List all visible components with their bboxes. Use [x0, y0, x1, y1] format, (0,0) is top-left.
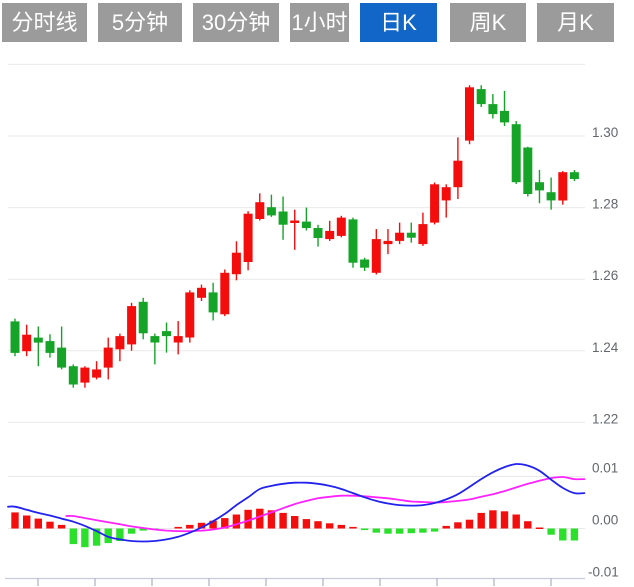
tab-monthly-k[interactable]: 月K	[537, 3, 614, 42]
macd-dif-dea-lines	[7, 463, 586, 543]
svg-text:1.24: 1.24	[592, 340, 619, 355]
macd-histogram	[11, 508, 579, 548]
macd-axis-labels: 0.01 0.00 -0.01	[588, 461, 619, 580]
svg-text:-0.01: -0.01	[588, 565, 619, 580]
tab-minute-line[interactable]: 分时线	[2, 3, 87, 42]
candlesticks	[10, 85, 579, 388]
tab-weekly-k[interactable]: 周K	[450, 3, 526, 42]
tab-1hour[interactable]: 1小时	[290, 3, 349, 42]
svg-text:1.30: 1.30	[592, 125, 618, 140]
svg-text:1.28: 1.28	[592, 197, 618, 212]
svg-text:1.26: 1.26	[592, 268, 618, 283]
tab-5min[interactable]: 5分钟	[98, 3, 182, 42]
time-axis	[5, 577, 585, 586]
svg-text:1.22: 1.22	[592, 411, 618, 426]
tab-30min[interactable]: 30分钟	[193, 3, 279, 42]
svg-text:0.00: 0.00	[592, 513, 618, 528]
svg-text:0.01: 0.01	[592, 461, 618, 476]
period-tab-bar: 分时线 5分钟 30分钟 1小时 日K 周K 月K	[0, 3, 634, 42]
price-axis-labels: 1.30 1.28 1.26 1.24 1.22	[592, 125, 619, 426]
tab-daily-k[interactable]: 日K	[360, 3, 437, 42]
price-gridlines	[8, 63, 585, 423]
